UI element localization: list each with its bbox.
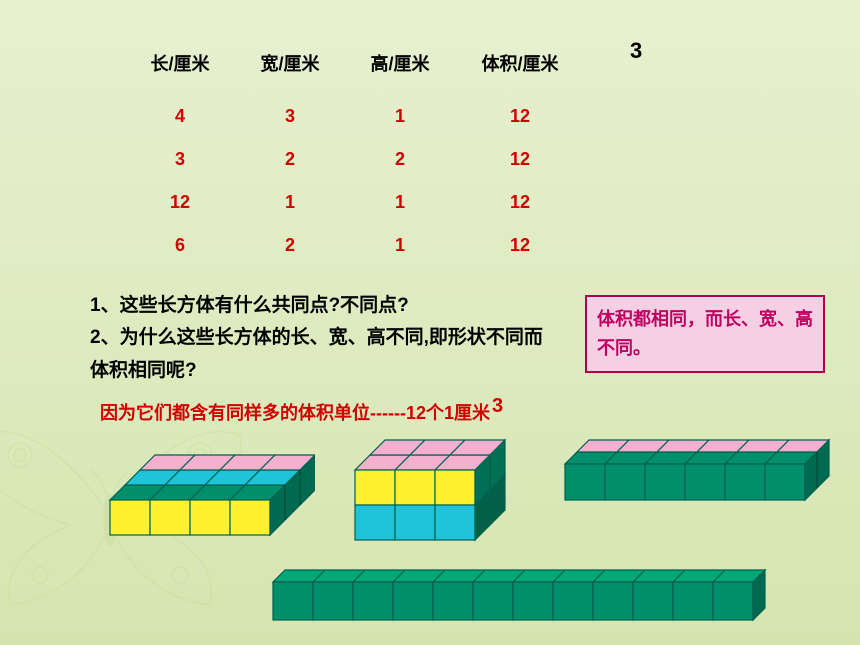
table-row: 3 2 2 12: [140, 149, 570, 170]
table-row: 12 1 1 12: [140, 192, 570, 213]
data-table: 长/厘米 宽/厘米 高/厘米 体积/厘米 4 3 1 12 3 2 2 12 1…: [140, 50, 570, 278]
cell: 1: [360, 235, 440, 256]
cell: 12: [470, 149, 570, 170]
cuboid-6x2x1: [555, 430, 845, 510]
cuboid-3x2x2: [345, 430, 525, 550]
table-row: 6 2 1 12: [140, 235, 570, 256]
cell: 12: [470, 106, 570, 127]
cell: 12: [470, 235, 570, 256]
red-answer-text: 因为它们都含有同样多的体积单位------12个1厘米3: [100, 395, 503, 425]
header-height: 高/厘米: [360, 50, 440, 76]
header-length: 长/厘米: [140, 50, 220, 76]
cell: 1: [250, 192, 330, 213]
cell: 3: [250, 106, 330, 127]
exponent-3: 3: [630, 38, 642, 64]
questions-block: 1、这些长方体有什么共同点?不同点? 2、为什么这些长方体的长、宽、高不同,即形…: [90, 290, 560, 387]
answer-callout: 体积都相同，而长、宽、高不同。: [585, 295, 825, 373]
cell: 12: [140, 192, 220, 213]
cuboid-4x3x1: [95, 445, 315, 545]
cell: 6: [140, 235, 220, 256]
question-1: 1、这些长方体有什么共同点?不同点?: [90, 290, 560, 322]
cell: 2: [250, 235, 330, 256]
red-answer-sup: 3: [492, 395, 503, 417]
cell: 4: [140, 106, 220, 127]
cell: 1: [360, 192, 440, 213]
table-header-row: 长/厘米 宽/厘米 高/厘米 体积/厘米: [140, 50, 570, 76]
cell: 12: [470, 192, 570, 213]
header-volume: 体积/厘米: [470, 50, 570, 76]
table-row: 4 3 1 12: [140, 106, 570, 127]
header-width: 宽/厘米: [250, 50, 330, 76]
red-answer-main: 因为它们都含有同样多的体积单位------12个1厘米: [100, 403, 490, 423]
cuboid-12x1x1: [265, 560, 775, 630]
cell: 2: [360, 149, 440, 170]
cell: 2: [250, 149, 330, 170]
cell: 1: [360, 106, 440, 127]
question-2: 2、为什么这些长方体的长、宽、高不同,即形状不同而体积相同呢?: [90, 322, 560, 387]
cell: 3: [140, 149, 220, 170]
